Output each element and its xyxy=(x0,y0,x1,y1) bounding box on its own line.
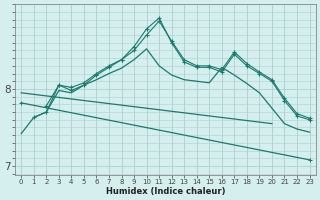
X-axis label: Humidex (Indice chaleur): Humidex (Indice chaleur) xyxy=(106,187,225,196)
